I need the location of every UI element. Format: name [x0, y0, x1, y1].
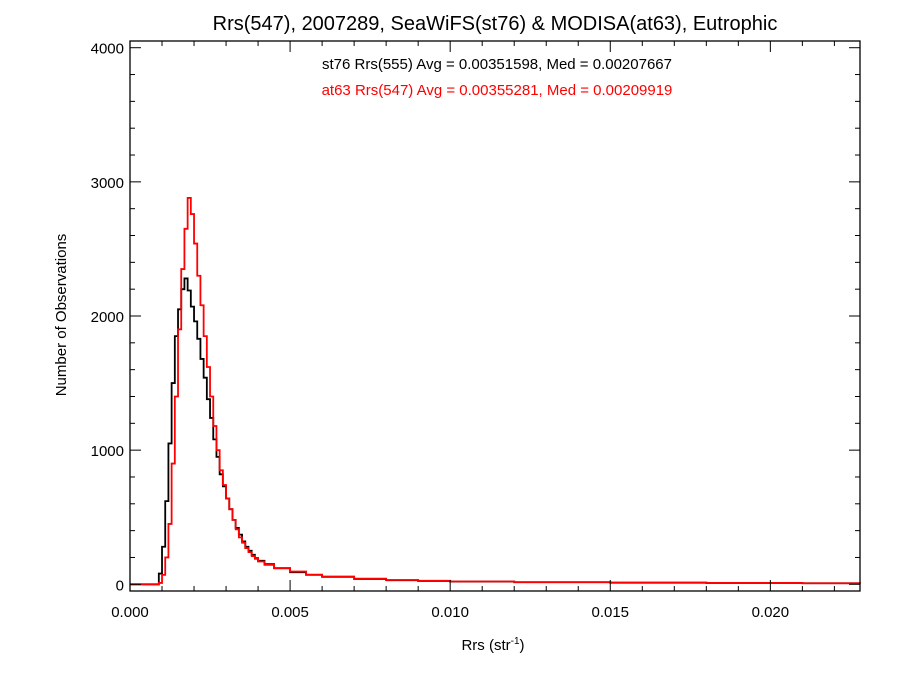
x-tick-label: 0.005	[271, 604, 309, 621]
y-tick-label: 1000	[91, 443, 124, 460]
x-axis-label: Rrs (str-1)	[461, 636, 524, 654]
ticks-layer: 0.000 0.005 0.010 0.015 0.020 0 1000 2000 3000 40…	[91, 41, 860, 621]
legend-entry-st76: st76 Rrs(555) Avg = 0.00351598, Med = 0.…	[322, 56, 672, 73]
y-tick-label: 4000	[91, 41, 124, 58]
x-tick-label: 0.000	[111, 604, 149, 621]
y-tick-label: 0	[116, 577, 124, 594]
series-line-at63	[130, 197, 861, 586]
x-axis-label-main: Rrs (str	[461, 637, 510, 654]
x-tick-label: 0.015	[591, 604, 629, 621]
x-axis-label-superscript: -1	[511, 636, 520, 647]
x-axis-label-close: )	[520, 637, 525, 654]
y-tick-label: 3000	[91, 175, 124, 192]
x-tick-label: 0.010	[431, 604, 469, 621]
y-axis-label: Number of Observations	[53, 234, 70, 397]
plot-area: 0.000 0.005 0.010 0.015 0.020 0 1000 2000 3000 40…	[91, 40, 861, 621]
series-layer	[130, 197, 861, 586]
chart-title: Rrs(547), 2007289, SeaWiFS(st76) & MODIS…	[213, 13, 778, 35]
x-tick-label: 0.020	[752, 604, 790, 621]
y-tick-label: 2000	[91, 309, 124, 326]
legend-entry-at63: at63 Rrs(547) Avg = 0.00355281, Med = 0.…	[322, 82, 673, 99]
